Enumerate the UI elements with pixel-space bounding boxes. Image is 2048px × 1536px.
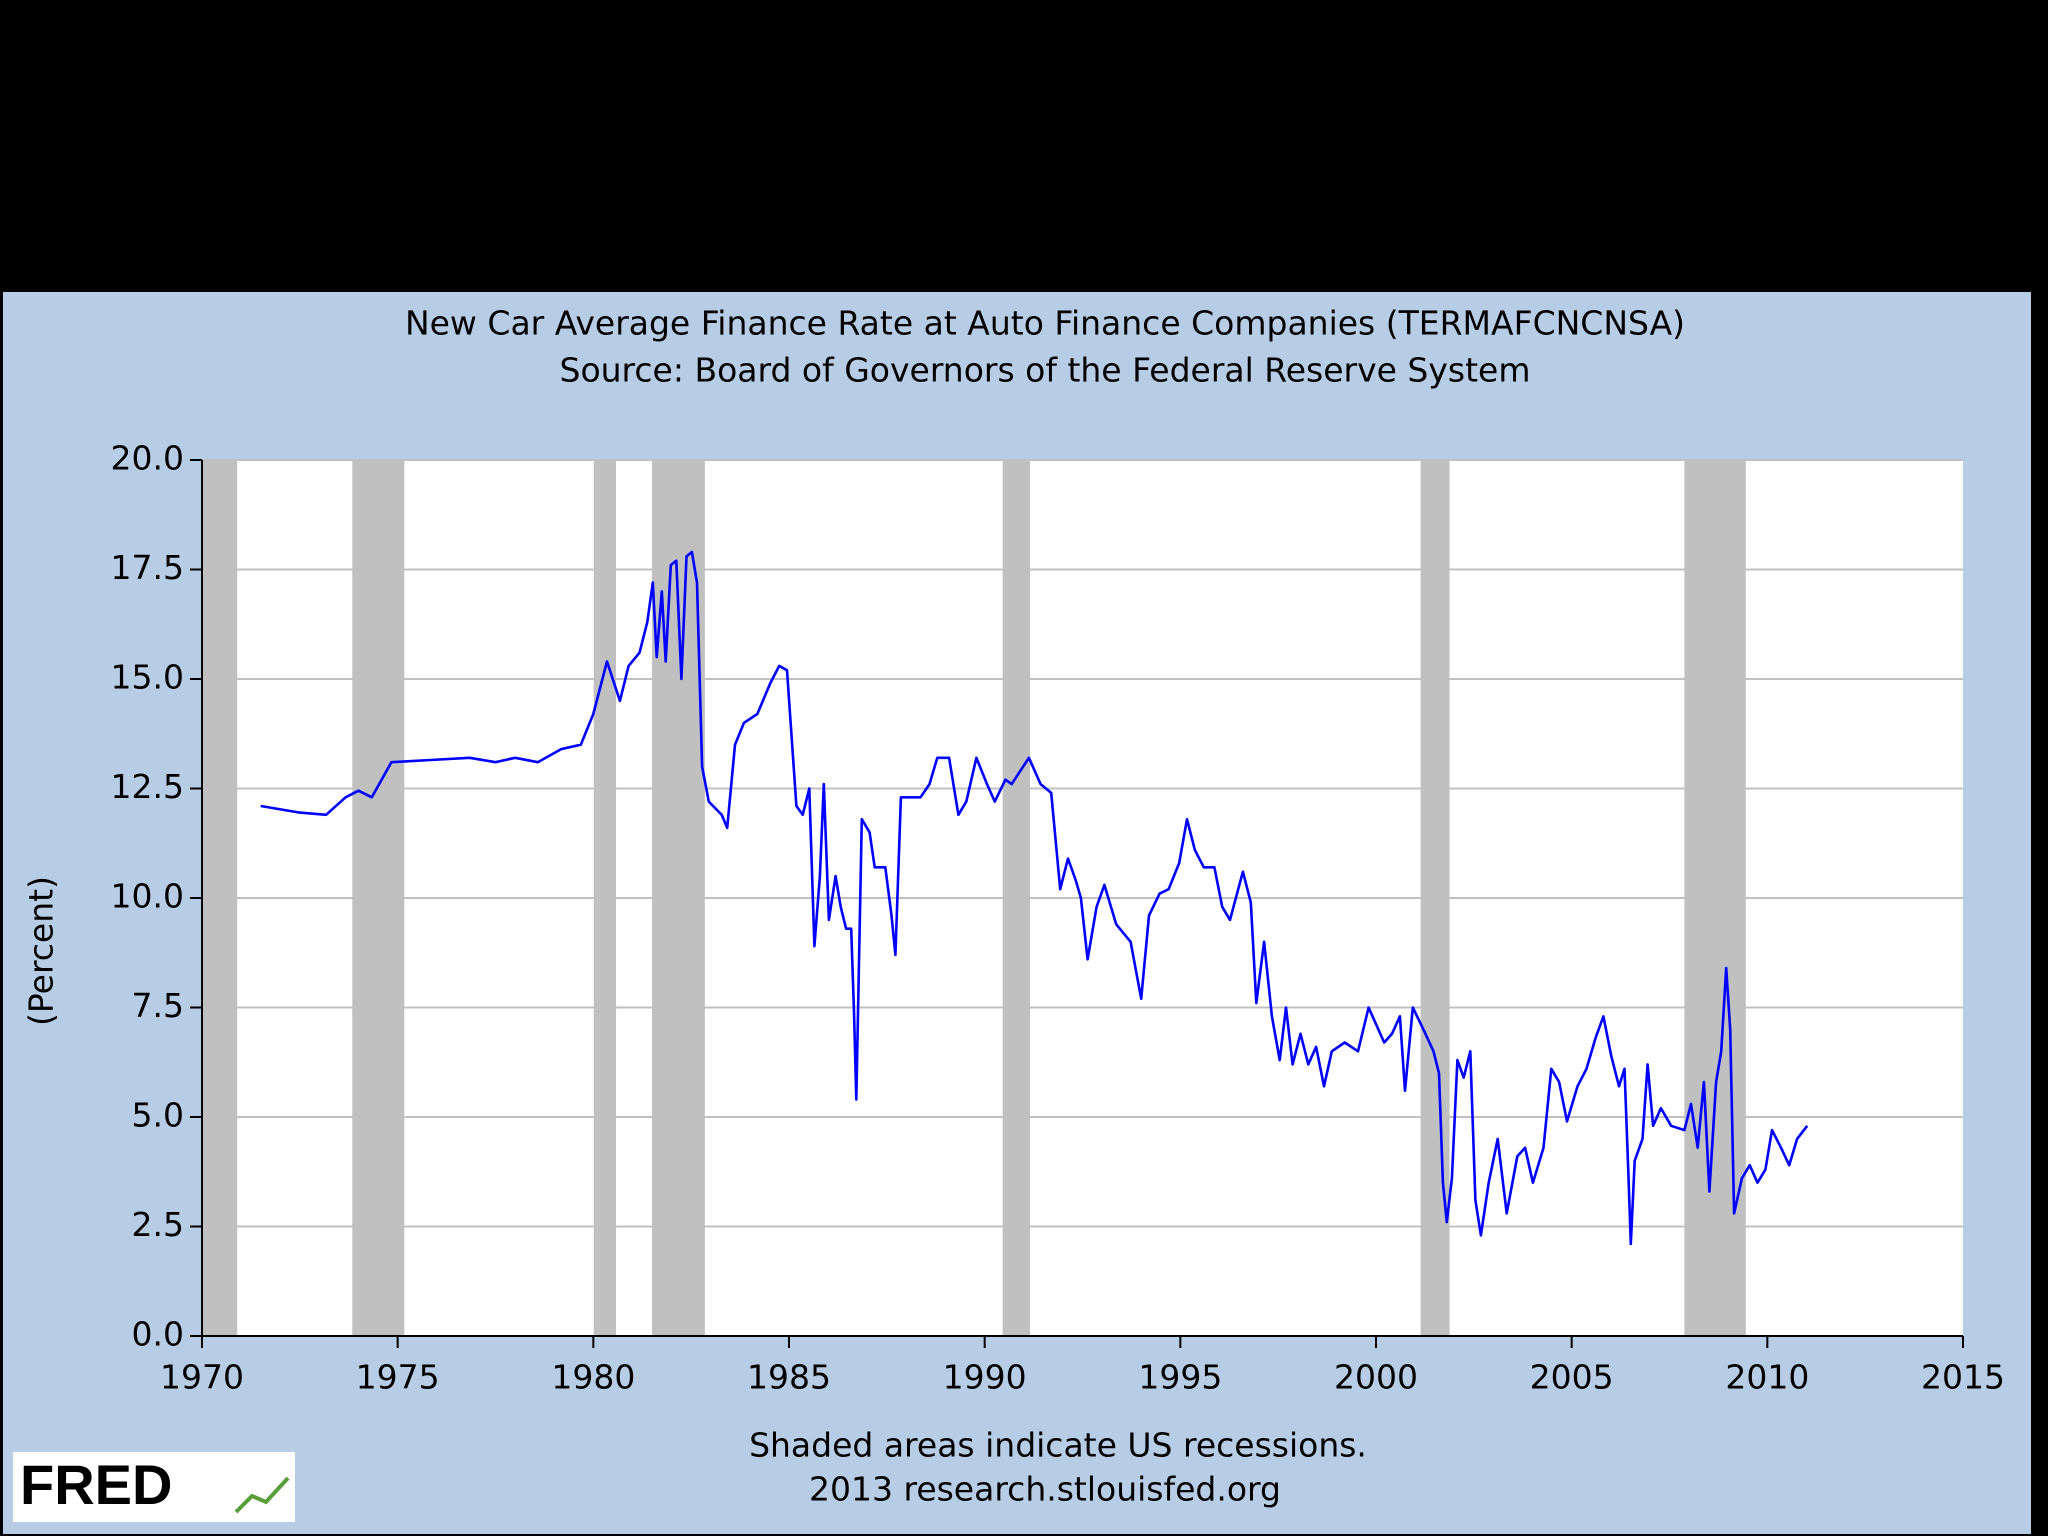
- x-tick-label: 1990: [943, 1358, 1027, 1397]
- x-tick-label: 2000: [1334, 1358, 1418, 1397]
- footnote: Shaded areas indicate US recessions.: [749, 1426, 1367, 1465]
- x-tick-label: 1975: [356, 1358, 440, 1397]
- y-tick-label: 7.5: [132, 986, 184, 1025]
- chart-title: New Car Average Finance Rate at Auto Fin…: [405, 304, 1685, 343]
- logo-box: [13, 1452, 295, 1522]
- chart-subtitle: Source: Board of Governors of the Federa…: [560, 351, 1531, 390]
- x-tick-label: 2005: [1530, 1358, 1614, 1397]
- y-tick-label: 0.0: [132, 1315, 184, 1354]
- x-tick-label: 1980: [551, 1358, 635, 1397]
- y-tick-label: 2.5: [132, 1205, 184, 1244]
- logo: FRED: [20, 1453, 172, 1516]
- y-tick-label: 12.5: [111, 767, 184, 806]
- y-axis-label: (Percent): [22, 876, 61, 1026]
- data-line: [260, 550, 1809, 1246]
- y-tick-label: 20.0: [111, 439, 184, 478]
- logo-icon: [234, 1476, 290, 1514]
- x-tick-label: 1995: [1138, 1358, 1222, 1397]
- y-tick-label: 15.0: [111, 658, 184, 697]
- source: 2013 research.stlouisfed.org: [809, 1470, 1281, 1509]
- x-tick-label: 1985: [747, 1358, 831, 1397]
- y-tick-label: 17.5: [111, 548, 184, 587]
- y-tick-label: 5.0: [132, 1096, 184, 1135]
- y-tick-label: 10.0: [111, 877, 184, 916]
- x-tick-label: 2015: [1921, 1358, 2005, 1397]
- x-tick-label: 2010: [1725, 1358, 1809, 1397]
- x-tick-label: 1970: [160, 1358, 244, 1397]
